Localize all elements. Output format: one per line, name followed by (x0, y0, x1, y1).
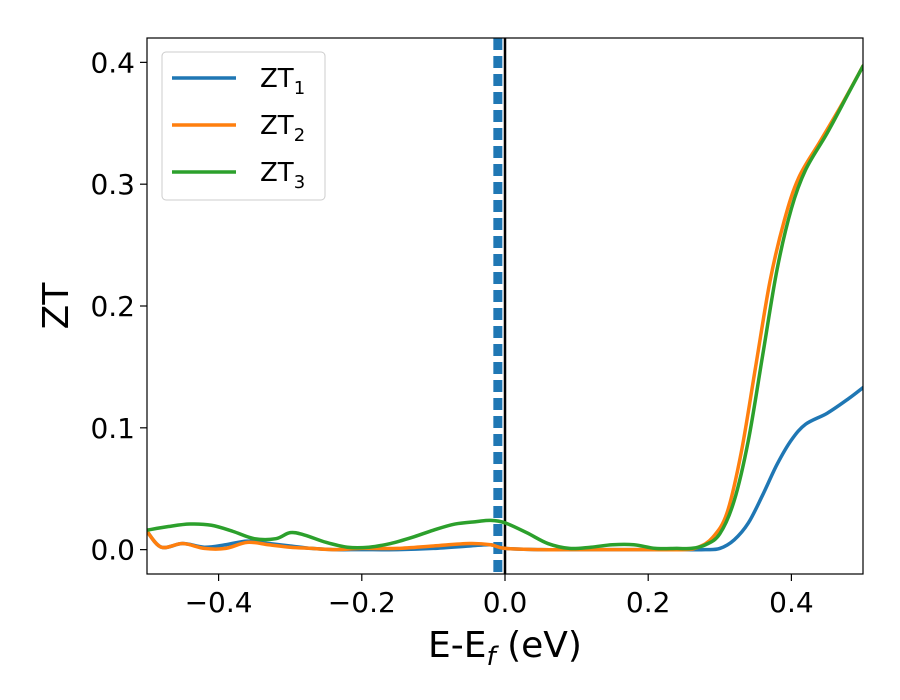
x-tick-label: −0.4 (185, 586, 253, 619)
y-axis-label: ZT (36, 282, 77, 330)
y-tick-label: 0.1 (90, 412, 135, 445)
legend-label-zt3: ZT3 (260, 158, 305, 193)
series-line-zt3 (147, 64, 863, 551)
series-layer (147, 64, 863, 552)
series-line-zt2 (147, 64, 863, 552)
y-tick-label: 0.4 (90, 46, 135, 79)
x-axis-label-unit: (eV) (496, 625, 582, 666)
legend-box (161, 51, 326, 201)
legend-label-zt2: ZT2 (260, 111, 305, 146)
x-tick-label: −0.2 (328, 586, 396, 619)
y-tick-label: 0.0 (90, 534, 135, 567)
x-tick-label: 0.2 (626, 586, 671, 619)
y-axis-ticks: 0.0 0.1 0.2 0.3 0.4 (90, 46, 147, 567)
legend: ZT1 ZT2 ZT3 (161, 51, 326, 201)
y-tick-label: 0.3 (90, 168, 135, 201)
reference-lines (493, 38, 507, 574)
x-tick-label: 0.0 (483, 586, 528, 619)
x-tick-label: 0.4 (769, 586, 814, 619)
legend-entries: ZT1 ZT2 ZT3 (172, 64, 305, 193)
y-tick-label: 0.2 (90, 290, 135, 323)
x-axis-ticks: −0.4 −0.2 0.0 0.2 0.4 (185, 574, 814, 619)
legend-label-zt1: ZT1 (260, 64, 305, 99)
x-axis-label: E-Ef (eV) (428, 625, 582, 672)
